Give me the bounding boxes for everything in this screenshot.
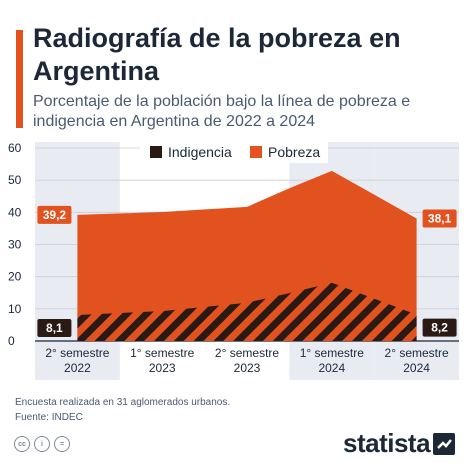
- x-tick-label: 2° semestre 2023: [215, 346, 279, 375]
- survey-note: Encuesta realizada en 31 aglomerados urb…: [15, 397, 231, 408]
- indigencia-area: [77, 282, 417, 341]
- data-label-text: 38,1: [428, 211, 452, 225]
- legend-label-pobreza: Pobreza: [268, 144, 320, 160]
- data-label-box: [422, 209, 457, 228]
- x-tick-label: 2° semestre 2024: [385, 346, 449, 375]
- x-tick-label: 1° semestre 2023: [130, 346, 194, 375]
- legend: Indigencia Pobreza: [140, 141, 328, 163]
- statista-logo[interactable]: statista: [343, 428, 456, 459]
- data-label-indigencia-left: 8,1: [37, 318, 72, 337]
- y-tick-label: 10: [8, 302, 22, 316]
- legend-swatch-indigencia: [150, 146, 162, 158]
- chart-subtitle: Porcentaje de la población bajo la línea…: [33, 93, 411, 130]
- y-tick-label: 30: [8, 238, 22, 252]
- data-label-indigencia-right: 8,2: [422, 318, 457, 337]
- x-tick-label: 2° semestre 2022: [45, 346, 109, 375]
- logo-text: statista: [343, 428, 431, 458]
- data-label-text: 8,1: [46, 321, 63, 335]
- y-tick-label: 0: [8, 334, 15, 348]
- legend-background: [140, 141, 328, 163]
- data-label-box: [37, 205, 72, 224]
- data-label-box: [37, 318, 72, 337]
- data-label-box: [422, 318, 457, 337]
- creative-commons-icon: cc: [14, 436, 30, 452]
- y-tick-label: 40: [8, 205, 22, 219]
- chart-title: Radiografía de la pobreza en Argentina: [33, 23, 401, 86]
- statista-logo-icon: [433, 432, 456, 455]
- data-label-text: 8,2: [431, 321, 448, 335]
- x-tick-label: 1° semestre 2024: [300, 346, 364, 375]
- y-tick-label: 60: [8, 141, 22, 155]
- data-label-text: 39,2: [43, 208, 67, 222]
- y-tick-label: 20: [8, 270, 22, 284]
- no-derivatives-icon: =: [54, 436, 70, 452]
- legend-swatch-pobreza: [250, 146, 262, 158]
- source-note: Fuente: INDEC: [15, 412, 83, 423]
- license-icons: cc i =: [14, 436, 70, 452]
- y-tick-label: 50: [8, 173, 22, 187]
- title-accent-bar: [16, 30, 23, 128]
- data-label-pobreza-left: 39,2: [37, 205, 72, 224]
- attribution-icon: i: [34, 436, 50, 452]
- legend-label-indigencia: Indigencia: [168, 144, 232, 160]
- footnote: Encuesta realizada en 31 aglomerados urb…: [15, 395, 230, 425]
- area-chart: 0 10 20 30 40 50 60 2° semestre 2022 1° semestre…: [8, 141, 459, 380]
- data-label-pobreza-right: 38,1: [422, 209, 457, 228]
